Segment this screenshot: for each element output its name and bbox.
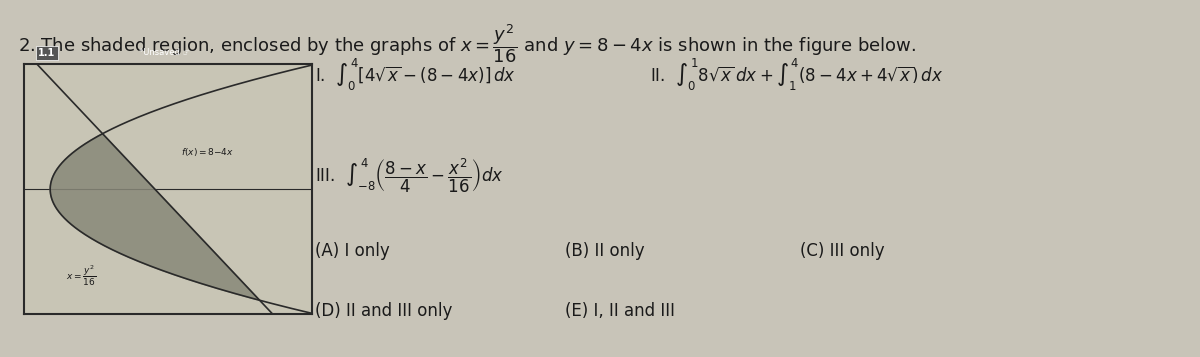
Text: 1.1: 1.1 (38, 47, 55, 58)
Text: III.  $\int_{-8}^{4} \left(\dfrac{8-x}{4} - \dfrac{x^2}{16}\right)dx$: III. $\int_{-8}^{4} \left(\dfrac{8-x}{4}… (314, 157, 504, 195)
Text: $x{=}\dfrac{y^2}{16}$: $x{=}\dfrac{y^2}{16}$ (66, 263, 96, 288)
Text: (E) I, II and III: (E) I, II and III (565, 302, 674, 320)
Text: (B) II only: (B) II only (565, 242, 644, 260)
Polygon shape (50, 134, 259, 300)
Text: $f(x){=}8{-}4x$: $f(x){=}8{-}4x$ (181, 146, 234, 157)
Text: II.  $\int_0^1 8\sqrt{x}\,dx + \int_1^4 (8 - 4x + 4\sqrt{x})\,dx$: II. $\int_0^1 8\sqrt{x}\,dx + \int_1^4 (… (650, 57, 943, 93)
Text: (C) III only: (C) III only (800, 242, 884, 260)
Text: I.  $\int_0^4 [4\sqrt{x} - (8-4x)]\,dx$: I. $\int_0^4 [4\sqrt{x} - (8-4x)]\,dx$ (314, 57, 516, 93)
Text: (A) I only: (A) I only (314, 242, 390, 260)
Text: *Unsaved ☞: *Unsaved ☞ (139, 48, 190, 57)
Text: 2. The shaded region, enclosed by the graphs of $x = \dfrac{y^2}{16}$ and $y = 8: 2. The shaded region, enclosed by the gr… (18, 22, 916, 65)
Text: (D) II and III only: (D) II and III only (314, 302, 452, 320)
